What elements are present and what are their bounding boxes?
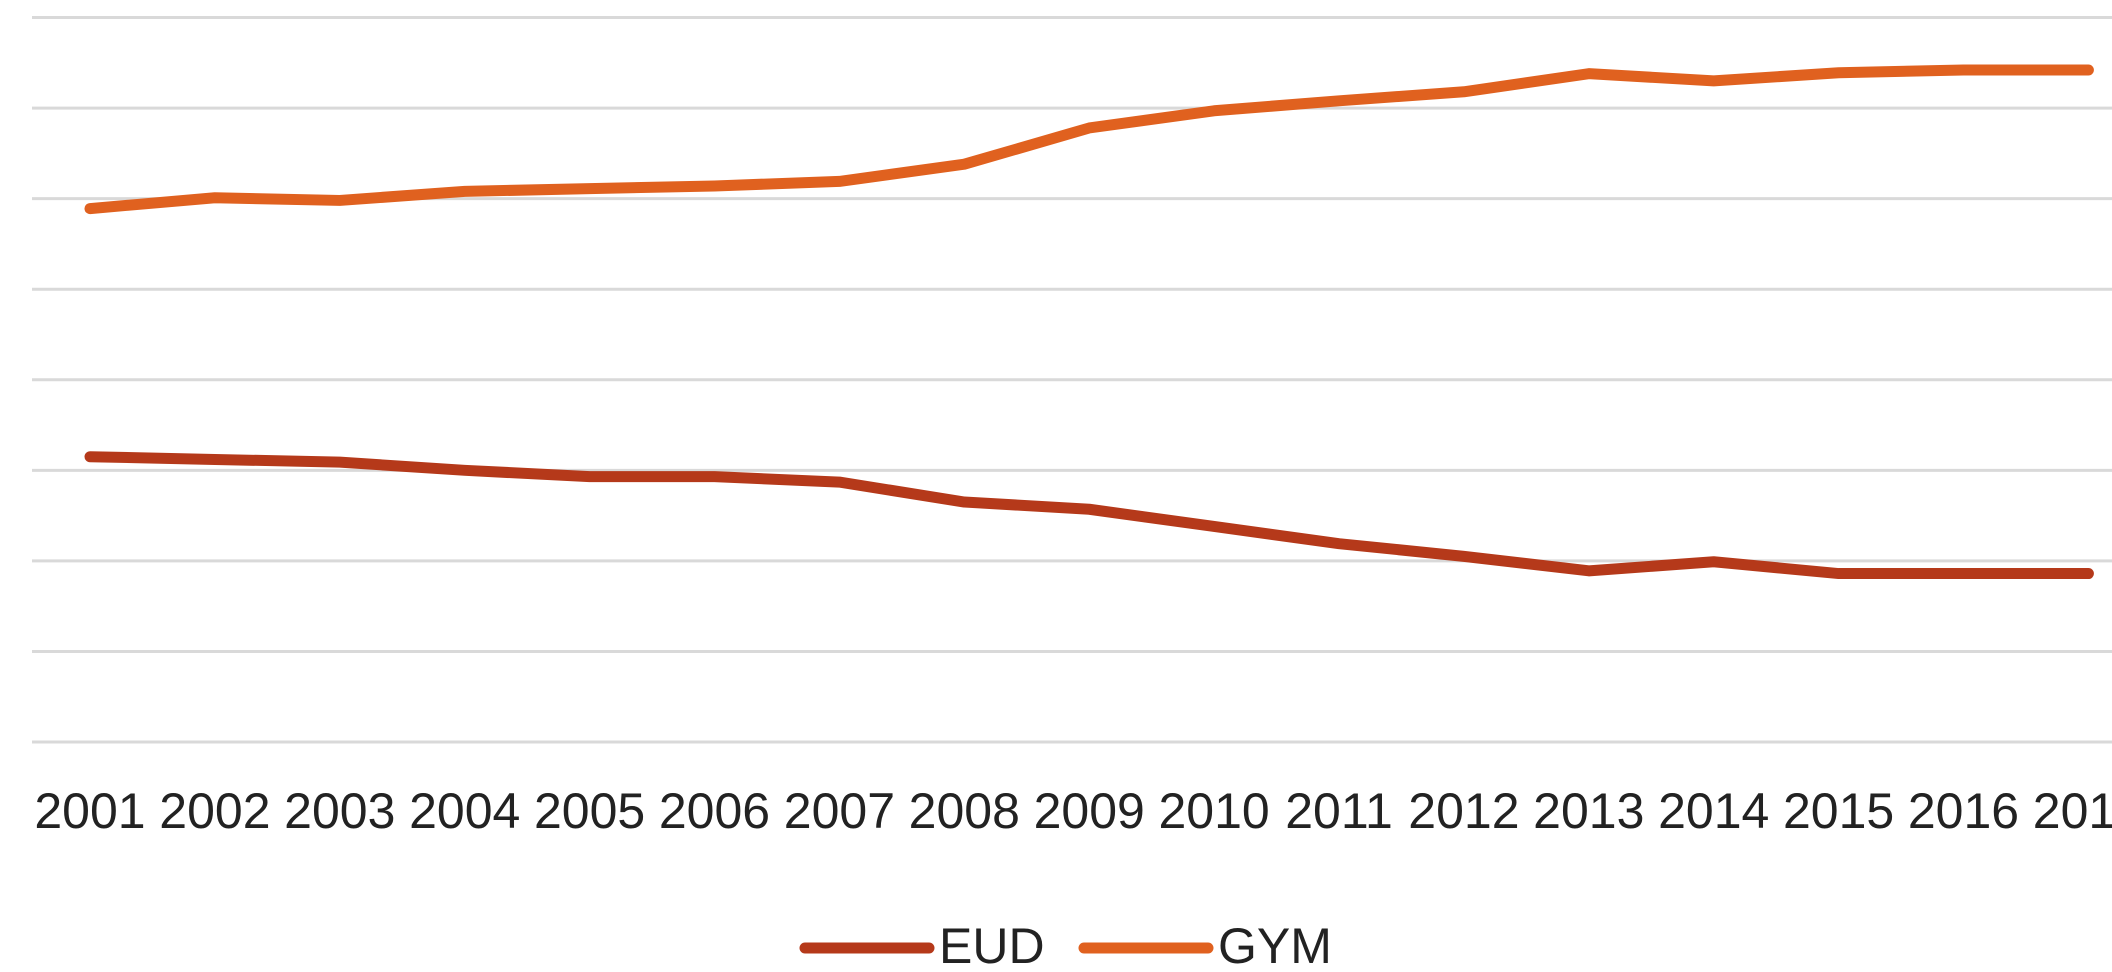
- legend-label: EUD: [939, 918, 1045, 972]
- x-tick-label: 2013: [1533, 783, 1644, 839]
- x-tick-label: 2002: [159, 783, 270, 839]
- x-tick-label: 2007: [784, 783, 895, 839]
- x-tick-label: 2010: [1158, 783, 1269, 839]
- legend-label: GYM: [1218, 918, 1332, 972]
- x-tick-label: 2008: [909, 783, 1020, 839]
- line-series: [84, 451, 2094, 580]
- x-tick-label: 2005: [534, 783, 645, 839]
- x-tick-label: 2006: [659, 783, 770, 839]
- x-tick-label: 2012: [1408, 783, 1519, 839]
- line-series: [84, 64, 2094, 215]
- x-tick-label: 2003: [284, 783, 395, 839]
- x-tick-label: 2015: [1783, 783, 1894, 839]
- x-tick-label: 2001: [34, 783, 145, 839]
- x-tick-label: 2011: [1285, 783, 1393, 839]
- x-tick-label: 2014: [1658, 783, 1769, 839]
- x-tick-label: 2016: [1908, 783, 2019, 839]
- x-tick-label: 2009: [1034, 783, 1145, 839]
- x-tick-label: 2004: [409, 783, 520, 839]
- x-tick-label: 2017: [2033, 783, 2112, 839]
